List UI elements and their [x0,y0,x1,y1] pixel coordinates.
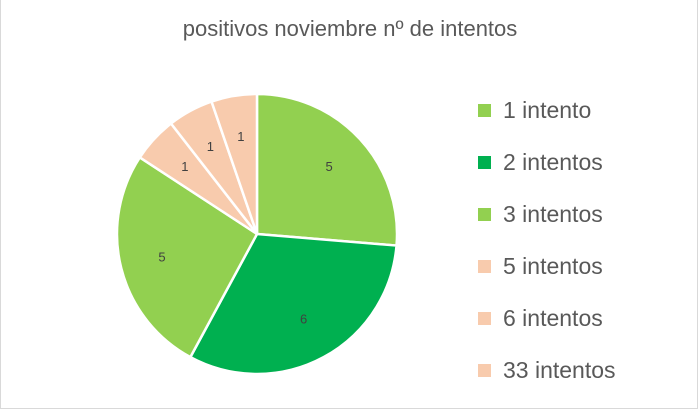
data-label-3: 5 [158,249,165,264]
legend-item-4: 5 intentos [478,240,616,292]
legend-swatch [478,311,491,325]
pie-slice-3 [115,156,259,359]
data-label-2: 6 [300,312,307,327]
legend-swatch [478,155,491,169]
legend-swatch [478,363,491,377]
legend: 1 intento 2 intentos 3 intentos 5 intentos 6… [478,84,616,396]
legend-label: 33 intentos [503,356,616,383]
legend-label: 3 intentos [503,200,603,227]
legend-swatch [478,259,491,273]
legend-item-1: 1 intento [478,84,616,136]
data-label-6: 1 [237,129,244,144]
legend-swatch [478,103,491,117]
legend-label: 5 intentos [503,252,603,279]
chart-title: positivos noviembre nº de intentos [182,16,518,41]
legend-item-2: 2 intentos [478,136,616,188]
data-label-4: 1 [181,159,188,174]
legend-label: 6 intentos [503,304,603,331]
legend-item-3: 3 intentos [478,188,616,240]
pie-slice-1 [255,92,399,247]
legend-item-6: 33 intentos [478,344,616,396]
legend-swatch [478,207,491,221]
legend-label: 1 intento [503,96,592,123]
legend-label: 2 intentos [503,148,603,175]
pie-slice-2 [189,232,398,376]
data-label-1: 5 [325,159,332,174]
pie-slice-6 [210,92,259,236]
legend-item-5: 6 intentos [478,292,616,344]
data-label-5: 1 [207,139,214,154]
